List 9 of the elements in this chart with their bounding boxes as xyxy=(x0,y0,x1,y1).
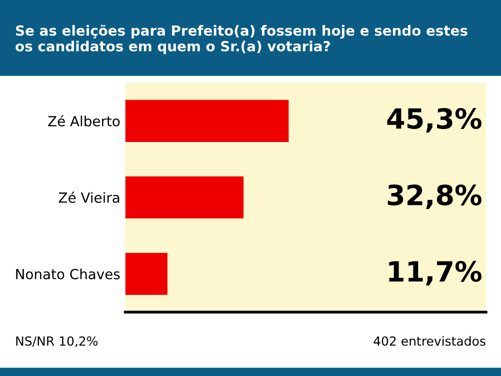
y-tick-label: Zé Vieira xyxy=(58,192,120,203)
y-tick-label: Zé Alberto xyxy=(48,115,120,126)
data-label: 32,8% xyxy=(388,184,482,210)
chart-title: Se as eleições para Prefeito(a) fossem hoje e sendo estes os candidatos em quem o Sr.(a) votaria? xyxy=(16,24,468,54)
text: NS/NR 10,2% xyxy=(16,336,98,348)
data-label: 45,3% xyxy=(387,108,482,133)
data-label: 11,7% xyxy=(389,260,482,286)
text: 402 entrevistados xyxy=(374,336,486,346)
y-tick-label: Nonato Chaves xyxy=(16,268,120,280)
